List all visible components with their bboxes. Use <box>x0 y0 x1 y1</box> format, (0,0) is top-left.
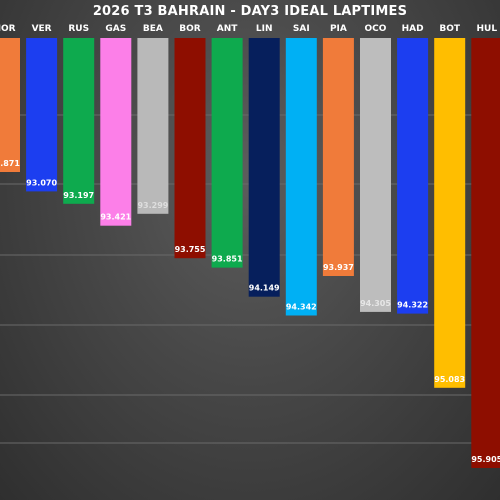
value-label-pia: 93.937 <box>323 263 354 272</box>
category-label-pia: PIA <box>330 24 347 34</box>
value-label-hul: 95.905 <box>471 455 500 464</box>
value-label-nor: 92.871 <box>0 159 20 168</box>
bar-bor <box>174 38 206 259</box>
category-label-hul: HUL <box>477 24 498 34</box>
category-label-nor: NOR <box>0 24 16 34</box>
category-label-had: HAD <box>402 24 424 34</box>
category-label-gas: GAS <box>105 24 126 34</box>
value-label-bor: 93.755 <box>175 245 206 254</box>
value-label-ant: 93.851 <box>212 255 243 264</box>
value-label-had: 94.322 <box>397 301 428 310</box>
category-label-bot: BOT <box>439 24 461 34</box>
category-label-ant: ANT <box>217 24 238 34</box>
value-label-ver: 93.070 <box>26 178 57 187</box>
value-label-bea: 93.299 <box>137 201 168 210</box>
bar-ver <box>26 38 58 192</box>
bar-nor <box>0 38 20 172</box>
bar-sai <box>285 38 317 316</box>
bar-ant <box>211 38 243 268</box>
category-label-rus: RUS <box>68 24 89 34</box>
value-label-oco: 94.305 <box>360 299 391 308</box>
bar-hul <box>471 38 500 468</box>
category-label-bor: BOR <box>179 24 201 34</box>
category-label-ver: VER <box>32 24 52 34</box>
bar-bea <box>137 38 169 214</box>
value-label-rus: 93.197 <box>63 191 94 200</box>
value-label-gas: 93.421 <box>100 213 131 222</box>
category-label-oco: OCO <box>365 24 387 34</box>
bar-oco <box>360 38 391 312</box>
bar-rus <box>63 38 95 204</box>
bar-gas <box>100 38 132 226</box>
bar-bot <box>434 38 466 388</box>
bar-pia <box>322 38 354 276</box>
value-label-bot: 95.083 <box>434 375 465 384</box>
bar-lin <box>248 38 280 297</box>
category-label-bea: BEA <box>143 24 163 34</box>
category-label-lin: LIN <box>256 24 273 34</box>
chart-title: 2026 T3 BAHRAIN - DAY3 IDEAL LAPTIMES <box>92 4 408 19</box>
category-label-sai: SAI <box>293 24 310 34</box>
value-label-sai: 94.342 <box>286 303 317 312</box>
value-label-lin: 94.149 <box>249 284 280 293</box>
bar-had <box>397 38 429 314</box>
